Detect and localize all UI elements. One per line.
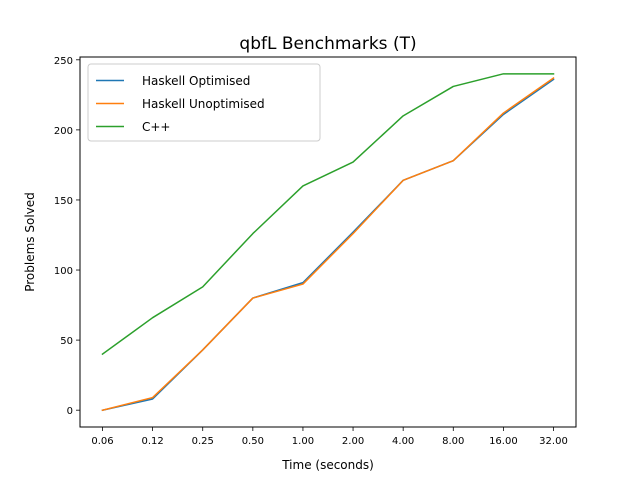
x-tick-label: 32.00 (539, 436, 568, 447)
legend-box (87, 63, 321, 142)
y-tick-label: 100 (54, 266, 73, 277)
x-tick-label: 0.25 (192, 436, 214, 447)
x-tick-label: 2.00 (342, 436, 364, 447)
y-tick-label: 250 (54, 56, 73, 67)
plot-frame (79, 56, 577, 428)
y-tick-label: 50 (60, 336, 73, 347)
legend-label-0: Haskell Optimised (142, 74, 250, 88)
x-tick-label: 0.12 (141, 436, 163, 447)
legend: Haskell Optimised Haskell Unoptimised C++ (87, 63, 321, 142)
y-tick-label: 150 (54, 196, 73, 207)
x-tick-label: 1.00 (292, 436, 314, 447)
y-axis-label: Problems Solved (23, 192, 37, 292)
series-line-2 (101, 73, 555, 356)
chart-title: qbfL Benchmarks (T) (239, 34, 416, 54)
x-tick-label: 0.50 (242, 436, 264, 447)
x-tick-label: 8.00 (442, 436, 464, 447)
legend-label-2: C++ (142, 120, 171, 134)
y-tick-label: 200 (54, 126, 73, 137)
legend-label-1: Haskell Unoptimised (142, 97, 265, 111)
x-axis-label: Time (seconds) (281, 458, 374, 472)
series-line-1 (101, 76, 555, 412)
x-tick-label: 0.06 (91, 436, 113, 447)
y-tick-label: 0 (67, 406, 73, 417)
x-tick-label: 4.00 (392, 436, 414, 447)
x-tick-label: 16.00 (489, 436, 518, 447)
